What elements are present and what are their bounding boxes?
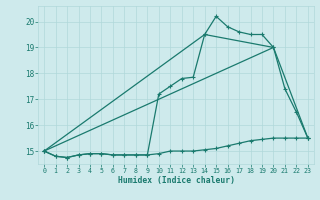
X-axis label: Humidex (Indice chaleur): Humidex (Indice chaleur): [117, 176, 235, 185]
